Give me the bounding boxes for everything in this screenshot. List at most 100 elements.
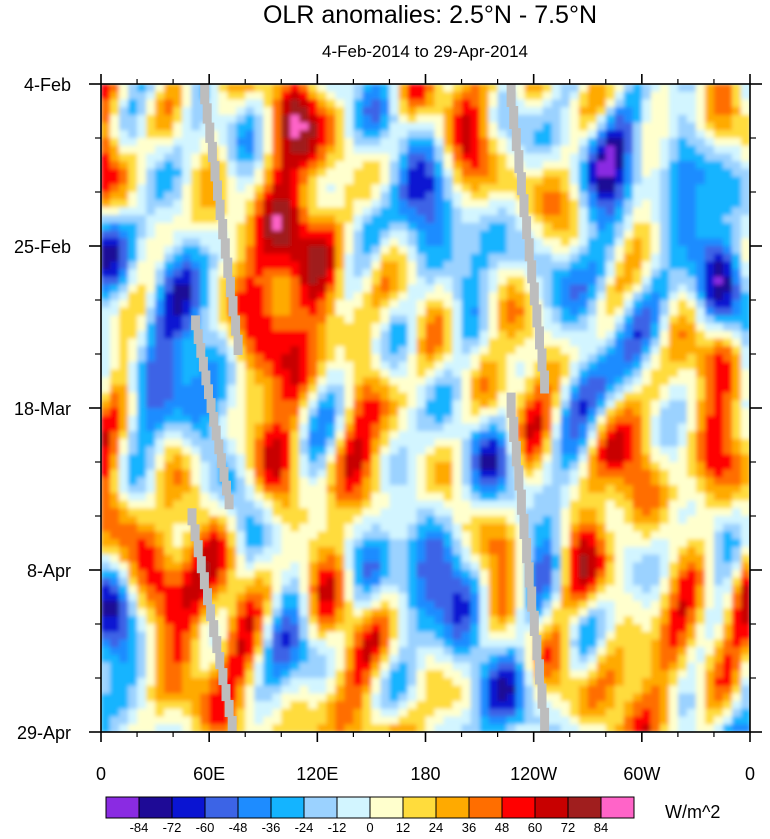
anomaly-cell bbox=[380, 246, 391, 255]
anomaly-cell bbox=[209, 469, 219, 479]
anomaly-cell bbox=[542, 138, 553, 147]
anomaly-cell bbox=[677, 600, 688, 610]
anomaly-cell bbox=[380, 207, 391, 216]
anomaly-cell bbox=[398, 84, 409, 93]
anomaly-cell bbox=[407, 446, 418, 455]
anomaly-cell bbox=[119, 315, 129, 324]
anomaly-cell bbox=[443, 446, 454, 455]
anomaly-cell bbox=[191, 608, 201, 617]
anomaly-cell bbox=[722, 323, 733, 332]
anomaly-cell bbox=[722, 577, 733, 587]
anomaly-cell bbox=[542, 577, 553, 587]
anomaly-cell bbox=[236, 207, 246, 216]
anomaly-cell bbox=[569, 454, 580, 463]
anomaly-cell bbox=[389, 600, 400, 610]
anomaly-cell bbox=[317, 369, 327, 378]
anomaly-cell bbox=[686, 593, 697, 602]
anomaly-cell bbox=[596, 292, 607, 301]
anomaly-cell bbox=[155, 377, 165, 386]
anomaly-cell bbox=[380, 292, 391, 301]
anomaly-cell bbox=[605, 184, 616, 193]
anomaly-cell bbox=[173, 462, 183, 471]
anomaly-cell bbox=[722, 477, 733, 486]
anomaly-cell bbox=[686, 354, 697, 363]
anomaly-cell bbox=[497, 593, 508, 602]
anomaly-cell bbox=[731, 462, 742, 471]
anomaly-cell bbox=[686, 192, 697, 201]
anomaly-cell bbox=[740, 415, 750, 425]
anomaly-cell bbox=[569, 153, 580, 162]
anomaly-cell bbox=[362, 161, 373, 170]
anomaly-cell bbox=[461, 99, 472, 108]
anomaly-cell bbox=[272, 300, 282, 309]
anomaly-cell bbox=[686, 168, 697, 178]
anomaly-cell bbox=[632, 377, 643, 386]
anomaly-cell bbox=[614, 300, 625, 309]
anomaly-cell bbox=[479, 122, 490, 131]
anomaly-cell bbox=[317, 338, 327, 347]
anomaly-cell bbox=[542, 292, 553, 301]
anomaly-cell bbox=[425, 384, 436, 394]
anomaly-cell bbox=[578, 531, 589, 540]
anomaly-cell bbox=[632, 423, 643, 432]
anomaly-cell bbox=[479, 546, 490, 556]
anomaly-cell bbox=[362, 238, 373, 247]
anomaly-cell bbox=[578, 361, 589, 371]
anomaly-cell bbox=[308, 323, 318, 332]
anomaly-cell bbox=[128, 546, 138, 556]
anomaly-cell bbox=[659, 600, 670, 610]
anomaly-cell bbox=[308, 408, 318, 417]
anomaly-cell bbox=[587, 485, 598, 494]
anomaly-cell bbox=[668, 469, 679, 479]
anomaly-cell bbox=[308, 531, 318, 540]
anomaly-cell bbox=[290, 438, 300, 448]
anomaly-cell bbox=[677, 454, 688, 463]
anomaly-cell bbox=[335, 554, 345, 563]
anomaly-cell bbox=[443, 315, 454, 324]
anomaly-cell bbox=[434, 91, 445, 101]
anomaly-cell bbox=[407, 145, 418, 155]
anomaly-cell bbox=[362, 338, 373, 347]
anomaly-cell bbox=[560, 91, 571, 101]
anomaly-cell bbox=[191, 122, 201, 131]
anomaly-cell bbox=[281, 168, 291, 178]
anomaly-cell bbox=[146, 361, 156, 371]
anomaly-cell bbox=[344, 222, 354, 232]
anomaly-cell bbox=[164, 207, 174, 216]
anomaly-cell bbox=[236, 400, 246, 409]
anomaly-cell bbox=[533, 500, 544, 509]
anomaly-cell bbox=[236, 477, 246, 486]
anomaly-cell bbox=[119, 492, 129, 502]
anomaly-cell bbox=[695, 369, 706, 378]
anomaly-cell bbox=[461, 284, 472, 293]
anomaly-cell bbox=[272, 91, 282, 101]
anomaly-cell bbox=[407, 593, 418, 602]
anomaly-cell bbox=[254, 168, 264, 178]
anomaly-cell bbox=[398, 462, 409, 471]
anomaly-cell bbox=[461, 531, 472, 540]
anomaly-cell bbox=[425, 446, 436, 455]
anomaly-cell bbox=[362, 593, 373, 602]
anomaly-cell bbox=[578, 315, 589, 324]
anomaly-cell bbox=[560, 446, 571, 455]
anomaly-cell bbox=[128, 300, 138, 309]
anomaly-cell bbox=[209, 84, 219, 93]
anomaly-cell bbox=[317, 84, 327, 93]
anomaly-cell bbox=[740, 546, 750, 556]
anomaly-cell bbox=[299, 423, 309, 432]
anomaly-cell bbox=[263, 161, 273, 170]
anomaly-cell bbox=[227, 415, 237, 425]
anomaly-cell bbox=[146, 222, 156, 232]
anomaly-cell bbox=[137, 145, 147, 155]
anomaly-cell bbox=[335, 145, 345, 155]
anomaly-cell bbox=[101, 130, 111, 139]
anomaly-cell bbox=[371, 415, 382, 425]
anomaly-cell bbox=[488, 99, 499, 108]
anomaly-cell bbox=[335, 323, 345, 332]
anomaly-cell bbox=[470, 485, 481, 494]
anomaly-cell bbox=[398, 284, 409, 293]
anomaly-cell bbox=[119, 122, 129, 131]
anomaly-cell bbox=[371, 408, 382, 417]
anomaly-cell bbox=[389, 330, 400, 340]
anomaly-cell bbox=[524, 477, 535, 486]
